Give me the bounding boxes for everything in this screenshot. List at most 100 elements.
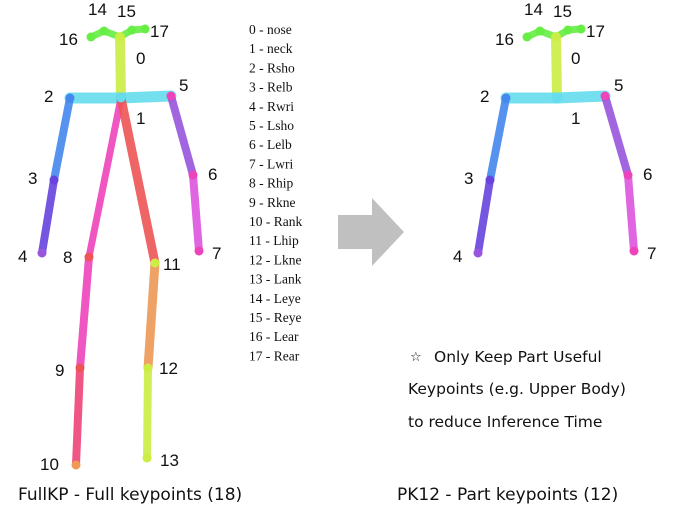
limb-0-1: [115, 32, 126, 103]
keypoint-0: [115, 32, 125, 42]
left-label-5: 5: [179, 76, 188, 95]
left-caption: FullKP - Full keypoints (18): [18, 485, 242, 505]
keypoint-5: [166, 91, 176, 101]
keypoint-14: [535, 26, 545, 36]
left-label-14: 14: [88, 0, 107, 19]
right-label-7: 7: [647, 244, 656, 263]
note-line-1: Only Keep Part Useful: [434, 348, 602, 366]
keypoint-15: [127, 25, 137, 35]
right-label-5: 5: [614, 76, 623, 95]
legend-item: 6 - Lelb: [249, 137, 292, 152]
keypoint-2: [65, 93, 75, 103]
right-label-4: 4: [453, 247, 462, 266]
keypoint-17: [576, 24, 586, 34]
limb-11-12: [143, 258, 160, 373]
left-label-17: 17: [150, 22, 169, 41]
legend-item: 7 - Lwri: [249, 156, 293, 171]
limb-2-3: [486, 94, 510, 184]
legend-item: 12 - Lkne: [249, 252, 301, 267]
keypoint-17: [140, 24, 150, 34]
keypoint-16: [522, 32, 532, 42]
left-label-2: 2: [44, 87, 53, 106]
limb-3-4: [474, 176, 494, 257]
keypoint-0: [551, 32, 561, 42]
legend-item: 2 - Rsho: [249, 60, 295, 75]
limb-9-10: [72, 364, 84, 469]
left-label-4: 4: [18, 247, 27, 266]
left-label-0: 0: [136, 49, 145, 68]
left-label-6: 6: [208, 165, 217, 184]
limb-12-13: [143, 364, 152, 462]
left-label-9: 9: [55, 361, 64, 380]
right-label-1: 1: [571, 109, 580, 128]
part-keypoints-figure: 0 1 2 3 4 5 6 7 14 15 16 17: [453, 0, 656, 266]
legend-item: 0 - nose: [249, 22, 292, 37]
legend-item: 8 - Rhip: [249, 176, 294, 191]
left-label-13: 13: [160, 451, 179, 470]
legend-item: 13 - Lank: [249, 272, 302, 287]
keypoint-6: [188, 170, 198, 180]
legend-item: 9 - Rkne: [249, 195, 296, 210]
right-label-3: 3: [464, 169, 473, 188]
limb-2-3: [50, 94, 74, 184]
right-label-6: 6: [643, 165, 652, 184]
limb-1-5: [115, 90, 177, 104]
keypoint-1: [116, 93, 126, 103]
right-caption: PK12 - Part keypoints (12): [397, 485, 618, 505]
left-label-12: 12: [159, 359, 178, 378]
right-label-16: 16: [495, 30, 514, 49]
keypoint-14: [99, 26, 109, 36]
keypoint-legend: 0 - nose 1 - neck 2 - Rsho 3 - Relb 4 - Rwri…: [249, 22, 302, 363]
limb-3-4: [38, 176, 58, 257]
keypoint-5: [600, 91, 610, 101]
note-line-2: Keypoints (e.g. Upper Body): [408, 380, 626, 398]
legend-item: 14 - Leye: [249, 291, 301, 306]
left-label-8: 8: [63, 248, 72, 267]
left-label-10: 10: [40, 455, 59, 474]
left-label-15: 15: [117, 2, 136, 21]
left-label-7: 7: [212, 244, 221, 263]
limb-5-6: [167, 92, 197, 179]
keypoint-8: [84, 252, 94, 262]
right-label-0: 0: [571, 49, 580, 68]
keypoint-15: [563, 25, 573, 35]
keypoint-6: [623, 170, 633, 180]
keypoint-16: [86, 32, 96, 42]
keypoint-7: [629, 246, 639, 256]
limb-8-9: [76, 253, 93, 372]
legend-item: 10 - Rank: [249, 214, 302, 229]
left-label-1: 1: [136, 109, 145, 128]
legend-item: 17 - Rear: [249, 348, 300, 363]
keypoint-3: [49, 175, 59, 185]
keypoint-1: [552, 93, 562, 103]
keypoint-11: [150, 258, 160, 268]
arrow-shape: [338, 198, 404, 266]
legend-item: 11 - Lhip: [249, 233, 299, 248]
legend-item: 4 - Rwri: [249, 99, 294, 114]
transition-arrow: [338, 198, 404, 266]
left-label-11: 11: [163, 255, 181, 274]
keypoint-4: [473, 248, 483, 258]
legend-item: 1 - neck: [249, 41, 293, 56]
legend-item: 5 - Lsho: [249, 118, 294, 133]
limb-0-1: [551, 32, 562, 103]
note-star-icon: ☆: [410, 350, 422, 365]
limb-1-5: [551, 90, 611, 104]
left-label-16: 16: [59, 30, 78, 49]
keypoint-10: [71, 460, 81, 470]
legend-item: 16 - Lear: [249, 329, 299, 344]
right-label-17: 17: [586, 22, 605, 41]
keypoint-12: [143, 363, 153, 373]
right-label-15: 15: [553, 2, 572, 21]
legend-item: 15 - Reye: [249, 310, 301, 325]
keypoint-9: [75, 363, 85, 373]
keypoint-7: [194, 246, 204, 256]
keypoint-13: [142, 453, 152, 463]
note-line-3: to reduce Inference Time: [408, 413, 602, 431]
limb-6-7: [189, 171, 203, 255]
legend-item: 3 - Relb: [249, 80, 293, 95]
limb-1-11: [116, 93, 160, 268]
left-label-3: 3: [28, 169, 37, 188]
